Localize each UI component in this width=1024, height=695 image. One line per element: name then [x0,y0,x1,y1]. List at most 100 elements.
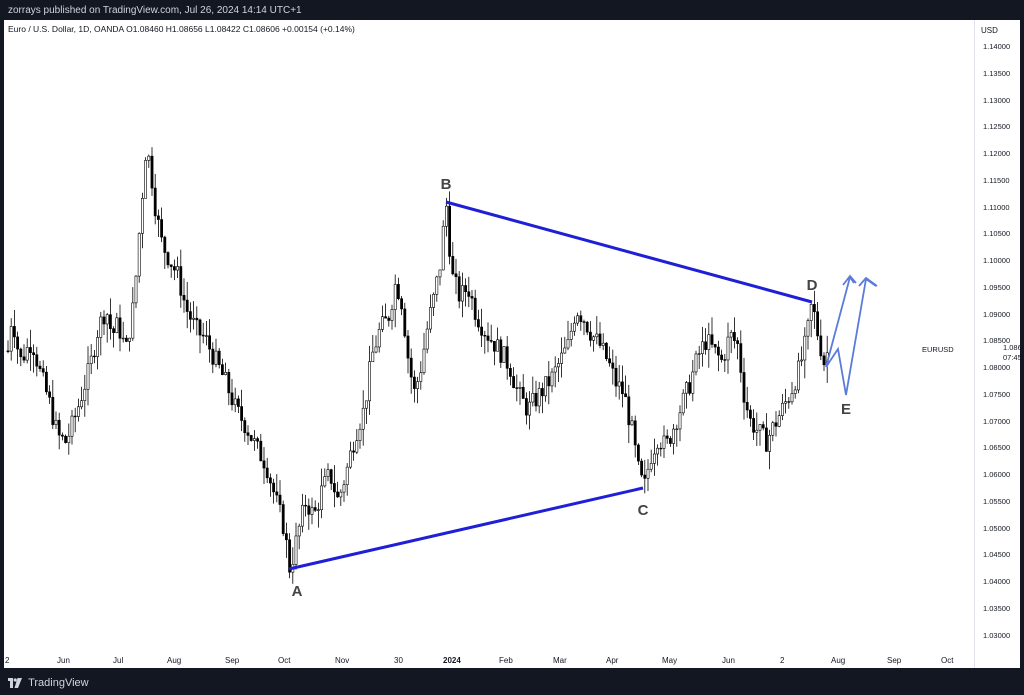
candle-body-up [416,381,420,389]
candle-body-down [476,319,480,328]
candle [128,337,132,352]
chart-pane[interactable] [4,20,974,668]
candle-body-down [742,372,746,403]
candle [377,322,381,353]
price-tick: 1.10000 [983,256,1011,265]
candle-body-down [44,371,48,393]
candle-body-up [86,363,90,390]
price-chart[interactable]: A B C D E [4,20,974,668]
candle-body-down [211,348,215,365]
candle-body-up [77,406,80,417]
candle-body-down [109,314,112,329]
candle [400,295,404,316]
currency-label[interactable]: USD [981,26,998,35]
candle [380,305,384,333]
candle [563,336,567,354]
candle [540,382,544,414]
candle-body-down [761,424,765,429]
price-tick: 1.07000 [983,416,1011,426]
candle [432,292,436,316]
candle [102,310,106,335]
time-tick: Nov [335,656,350,665]
candle [617,364,621,400]
candle [35,346,39,377]
candle [739,330,743,383]
candle [748,405,752,427]
candle [185,281,189,329]
candle [736,337,740,360]
candle-body-up [528,401,532,416]
symbol-legend: Euro / U.S. Dollar, 1D, OANDA O1.08460 H… [8,24,355,34]
candle [54,411,58,430]
candle [125,334,128,343]
price-axis[interactable]: USD 1.14000 1.13500 1.13000 1.12500 1.12000 1… [974,20,1020,668]
candle [121,321,125,343]
candle [291,547,295,584]
trendline-a-c[interactable] [288,486,644,571]
candle-body-down [483,335,487,337]
projection-path-2[interactable] [825,274,855,368]
candle [393,274,397,328]
candle [44,365,48,395]
candle-body-down [704,341,708,350]
candle [528,391,532,430]
candle [284,522,288,558]
candle [444,197,448,237]
candle [141,192,144,249]
candle [355,429,359,455]
candle [438,269,442,286]
candle-body-up [99,316,103,338]
candle-body-down [313,507,317,511]
candle [364,400,368,424]
candle [192,301,196,330]
candle [636,443,640,466]
candle-body-up [681,392,685,414]
candle-body-down [259,440,263,462]
candle-body-up [67,435,71,443]
candle-body-up [96,337,100,357]
candle-body-down [604,342,608,360]
time-tick: Jun [57,656,70,665]
candle-body-up [556,363,560,368]
candle-body-up [646,468,650,479]
candle-body-down [723,359,727,361]
candle-body-down [198,319,202,336]
candle-body-up [531,393,535,403]
candle [643,459,647,494]
candle [681,389,685,416]
candle-body-down [480,326,484,336]
tradingview-logo[interactable]: TradingView [8,672,89,695]
candle-body-up [675,428,679,431]
candle [646,459,650,492]
candle [649,449,653,473]
candle-body-down [160,219,164,238]
candle [470,289,474,310]
candle-body-down [13,326,16,338]
candle-body-down [505,346,509,369]
candle-body-down [611,362,615,369]
candle-body-down [64,435,68,443]
candle [221,358,224,376]
pattern-label-b: B [441,176,452,193]
candle-body-up [694,353,698,373]
candle [467,276,471,308]
candle [419,361,423,390]
candle [480,308,484,347]
candle-body-up [115,317,119,333]
candle [396,277,400,301]
time-tick: 2 [780,656,785,665]
candle-body-down [633,420,637,446]
candle [195,306,199,336]
candle [176,256,180,278]
candle-body-up [361,407,365,430]
trendline-b-d[interactable] [445,200,813,304]
candle [323,468,327,488]
candle [262,447,266,484]
candle-body-up [128,337,132,342]
candle-body-up [224,372,228,376]
candle [531,376,535,407]
candle-body-up [496,339,500,352]
candle [371,334,375,363]
candle [48,385,52,404]
candle-body-up [656,447,660,455]
